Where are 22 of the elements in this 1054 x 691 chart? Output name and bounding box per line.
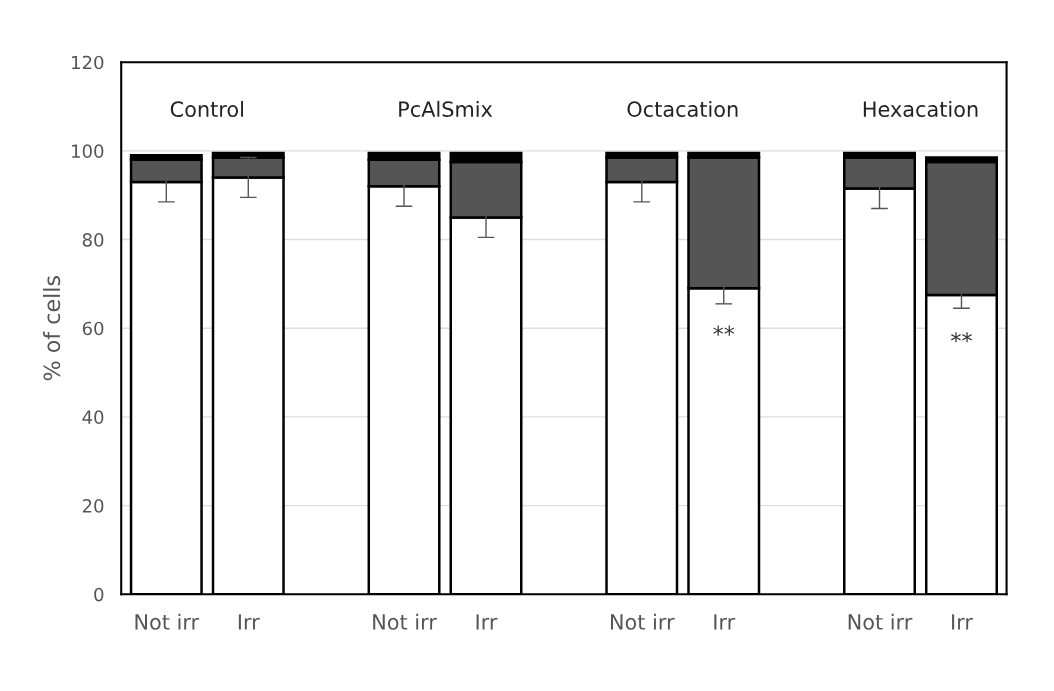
x-tick-label: Not irr xyxy=(610,613,675,630)
x-tick-label: Irr xyxy=(714,614,736,630)
data-label: ** xyxy=(713,325,735,336)
y-tick-label: 80 xyxy=(82,233,104,247)
x-tick-label: Not irr xyxy=(373,613,437,630)
y-tick-label: 20 xyxy=(82,499,104,513)
x-tick-label: Irr xyxy=(238,614,260,630)
x-tick-label: Irr xyxy=(952,614,973,630)
annotation: Control xyxy=(170,100,243,118)
x-tick-label: Irr xyxy=(476,614,498,630)
annotation: PcAlSmix xyxy=(399,100,493,118)
y-tick-label: 0 xyxy=(94,587,104,602)
x-tick-label: Not irr xyxy=(135,613,200,630)
y-axis-title: % of cells xyxy=(43,276,61,381)
annotation: Octacation xyxy=(627,100,738,118)
y-tick-label: 100 xyxy=(72,144,104,158)
y-tick-label: 40 xyxy=(82,410,104,425)
y-tick-label: 120 xyxy=(72,55,104,70)
annotation: Hexacation xyxy=(863,100,978,118)
x-tick-label: Not irr xyxy=(848,613,913,630)
y-tick-label: 60 xyxy=(82,321,104,336)
data-label: ** xyxy=(951,332,972,343)
